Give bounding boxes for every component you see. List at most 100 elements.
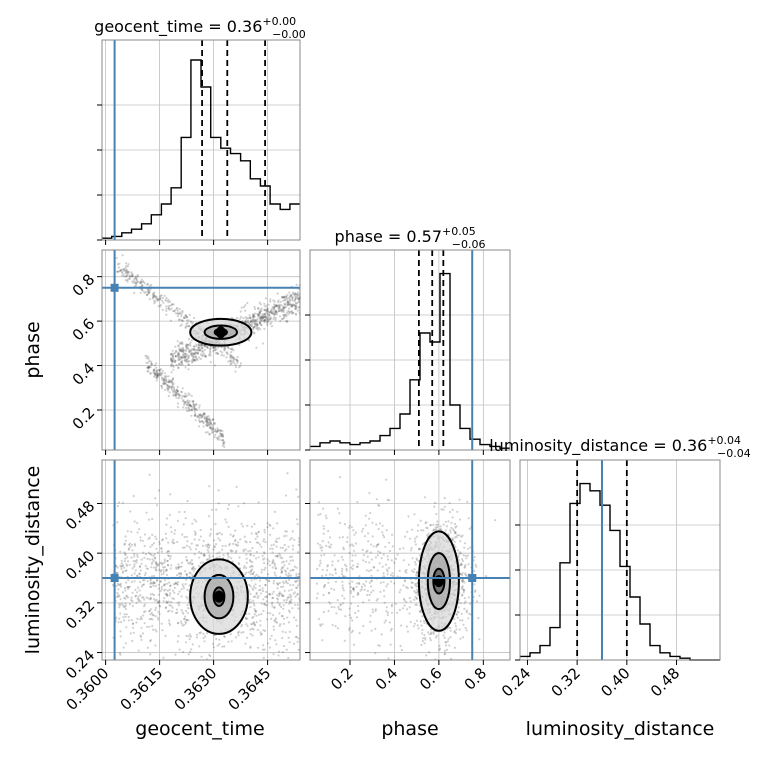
sample-point (182, 523, 185, 526)
sample-point (203, 345, 206, 348)
sample-point (415, 573, 418, 577)
sample-point (185, 559, 188, 562)
sample-point (116, 505, 119, 508)
sample-point (390, 605, 393, 608)
sample-point (276, 594, 279, 597)
sample-point (175, 307, 178, 310)
sample-point (204, 431, 207, 434)
sample-point (225, 521, 228, 524)
sample-point (223, 346, 226, 349)
sample-point (212, 350, 215, 353)
sample-point (391, 533, 394, 536)
sample-point (197, 343, 200, 346)
sample-point (124, 279, 127, 282)
sample-point (152, 614, 155, 617)
sample-point (178, 565, 181, 569)
sample-point (356, 562, 359, 565)
sample-point (168, 581, 171, 584)
sample-point (157, 583, 160, 586)
sample-point (275, 309, 278, 312)
sample-point (216, 427, 219, 430)
sample-point (125, 626, 128, 629)
sample-point (171, 303, 174, 306)
sample-point (206, 548, 209, 551)
sample-point (148, 609, 151, 612)
sample-point (388, 541, 391, 544)
sample-point (185, 345, 188, 348)
sample-point (259, 323, 263, 326)
sample-point (255, 322, 258, 326)
sample-point (192, 402, 195, 405)
sample-point (282, 604, 285, 607)
sample-point (193, 351, 196, 355)
sample-point (429, 524, 432, 527)
sample-point (194, 412, 197, 416)
sample-point (172, 303, 175, 306)
sample-point (175, 364, 178, 367)
sample-point (252, 315, 255, 318)
sample-point (167, 610, 170, 613)
sample-point (415, 619, 419, 622)
sample-point (145, 511, 148, 514)
sample-point (252, 331, 255, 334)
sample-point (265, 316, 269, 320)
sample-point (208, 352, 211, 355)
sample-point (454, 622, 457, 625)
sample-point (281, 636, 284, 640)
sample-point (249, 645, 252, 648)
sample-point (255, 541, 258, 544)
sample-point (180, 609, 183, 612)
sample-point (240, 522, 243, 525)
sample-point (131, 543, 134, 547)
sample-point (132, 560, 135, 563)
sample-point (348, 607, 351, 610)
sample-point (463, 589, 466, 592)
sample-point (202, 421, 205, 424)
hist-bar (161, 204, 171, 240)
sample-point (127, 560, 130, 563)
sample-point (207, 421, 210, 424)
sample-point (169, 353, 172, 356)
sample-point (206, 346, 209, 350)
sample-point (188, 404, 191, 407)
sample-point (262, 558, 265, 561)
sample-point (186, 604, 189, 607)
sample-point (169, 584, 172, 588)
sample-point (246, 624, 249, 628)
sample-point (271, 592, 274, 595)
sample-point (239, 317, 242, 320)
sample-point (286, 320, 289, 324)
sample-point (193, 408, 197, 411)
sample-point (195, 403, 198, 406)
sample-point (191, 407, 194, 410)
sample-point (200, 344, 204, 347)
sample-point (130, 272, 133, 275)
sample-point (475, 600, 479, 603)
sample-point (119, 550, 122, 553)
sample-point (223, 635, 226, 639)
sample-point (140, 638, 143, 642)
sample-point (269, 316, 272, 319)
sample-point (348, 524, 351, 527)
sample-point (361, 548, 364, 552)
sample-point (464, 626, 467, 630)
sample-point (152, 580, 155, 583)
sample-point (371, 521, 374, 524)
sample-point (297, 607, 300, 610)
sample-point (264, 566, 267, 570)
sample-point (235, 359, 239, 362)
sample-point (267, 580, 270, 583)
sample-point (268, 314, 271, 317)
sample-point (195, 408, 198, 412)
sample-point (443, 653, 446, 656)
sample-point (169, 493, 172, 496)
sample-point (184, 325, 187, 328)
sample-point (272, 299, 275, 302)
sample-point (293, 565, 296, 568)
sample-point (116, 263, 120, 266)
sample-point (180, 390, 183, 393)
sample-point (406, 630, 409, 633)
sample-point (464, 573, 467, 577)
sample-point (152, 294, 155, 297)
sample-point (182, 587, 186, 590)
